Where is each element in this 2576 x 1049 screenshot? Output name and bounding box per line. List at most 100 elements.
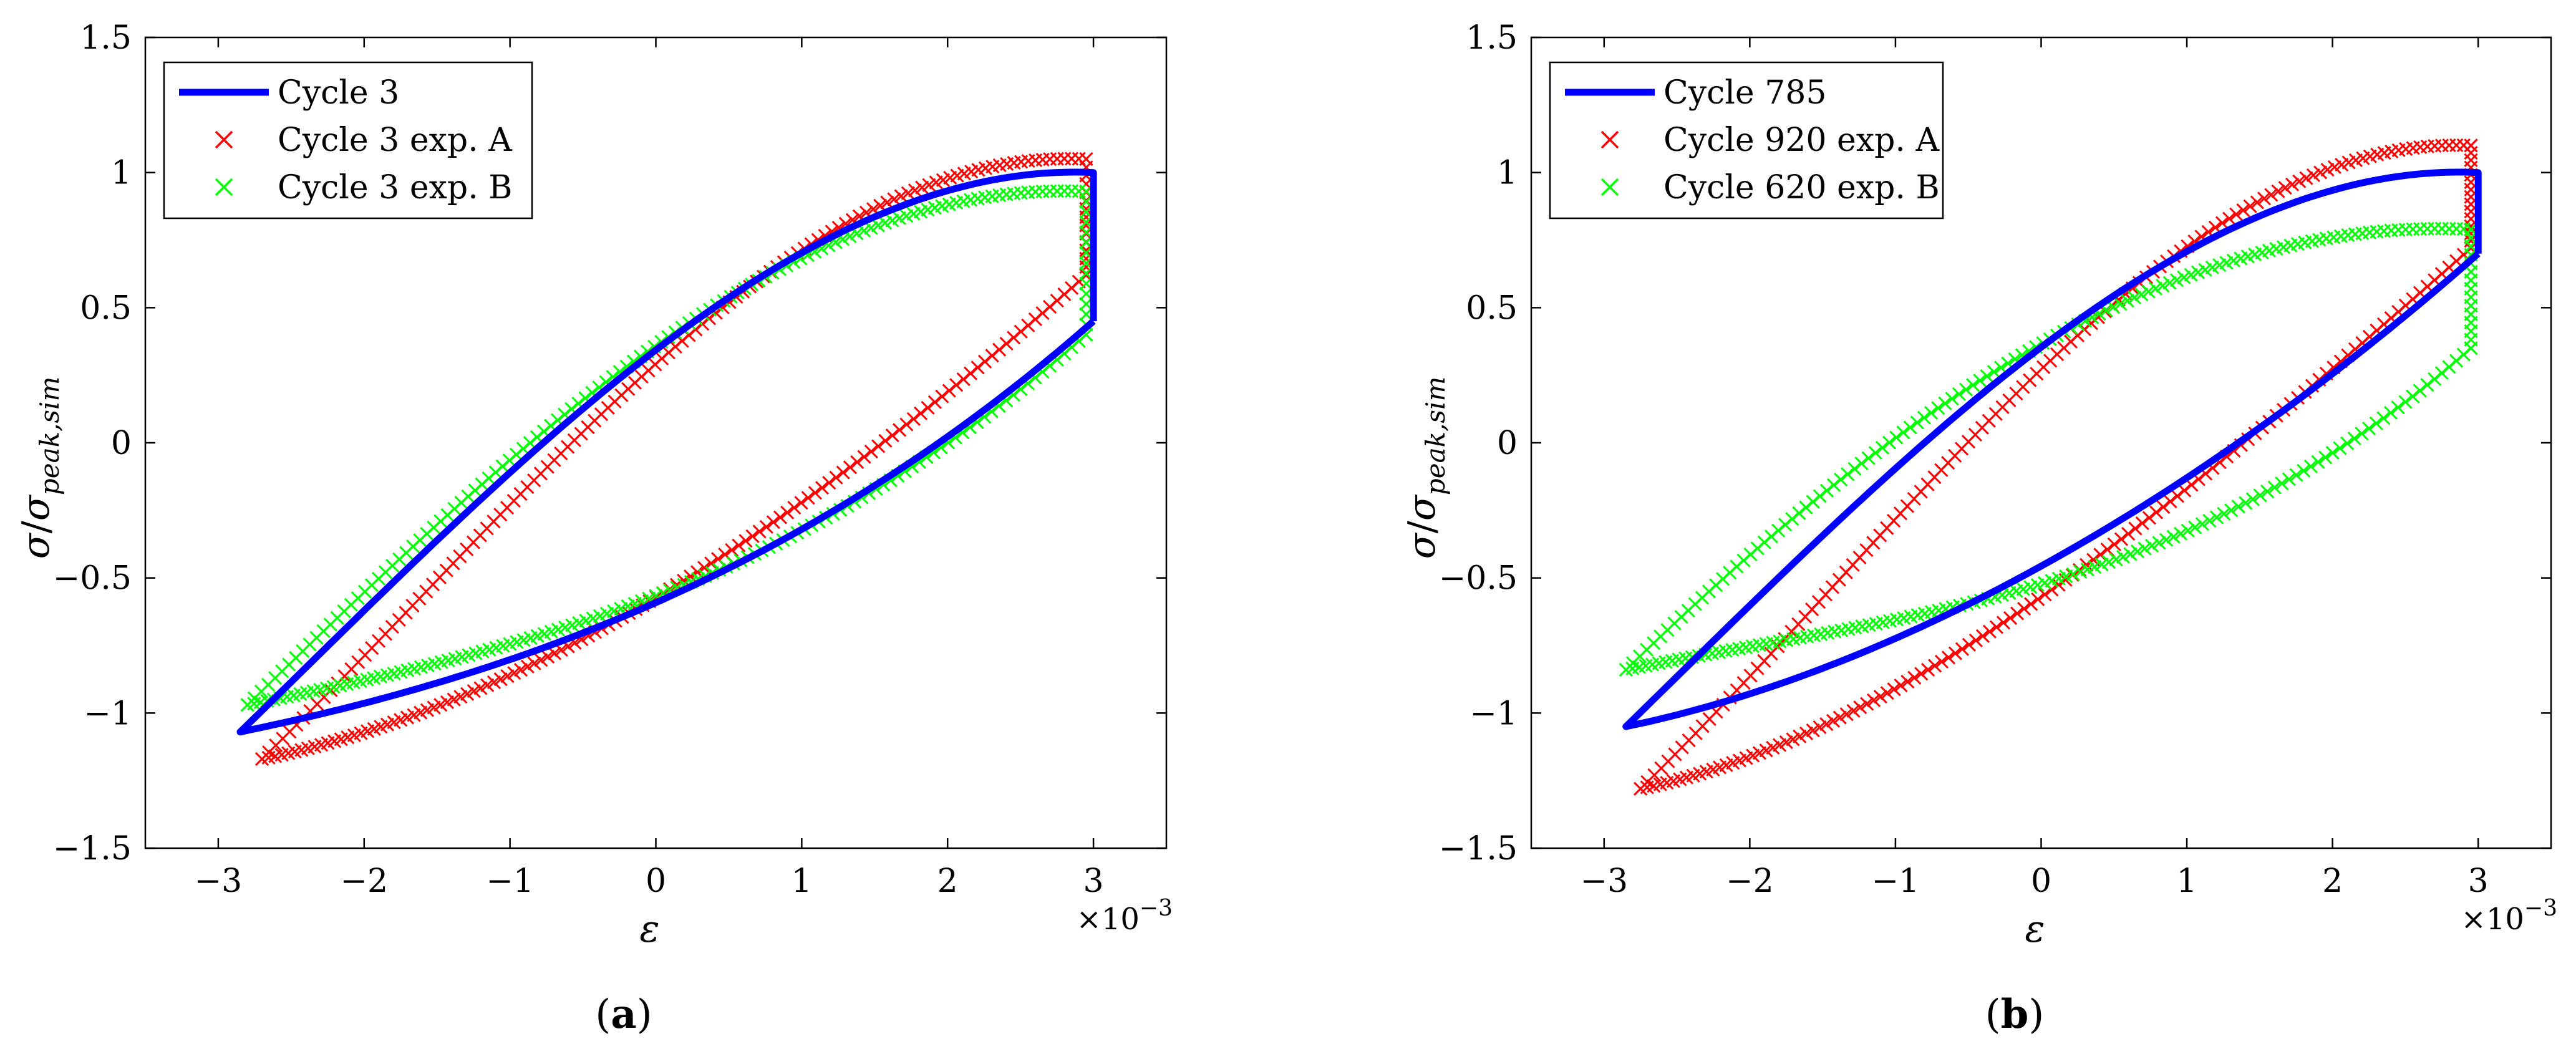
data-point bbox=[893, 423, 907, 437]
data-point bbox=[2303, 459, 2318, 473]
legend: Cycle 785 Cycle 920 exp. A Cycle 620 exp. … bbox=[1549, 61, 1944, 220]
x-tick-label: 1 bbox=[792, 863, 812, 900]
data-point bbox=[1847, 462, 1862, 476]
y-tick-label: 1.5 bbox=[1466, 19, 1518, 57]
legend-label: Cycle 620 exp. B bbox=[1663, 169, 1940, 206]
data-point bbox=[1921, 662, 1935, 677]
x-tick-label: 3 bbox=[2468, 863, 2489, 900]
data-point bbox=[2209, 510, 2224, 524]
data-point bbox=[2362, 421, 2376, 436]
data-point bbox=[1952, 387, 1966, 401]
data-point bbox=[2003, 611, 2018, 626]
data-point bbox=[2243, 199, 2257, 213]
data-point bbox=[1853, 700, 1867, 715]
data-point bbox=[2231, 500, 2245, 514]
data-point bbox=[2292, 174, 2307, 188]
data-point bbox=[2166, 529, 2181, 544]
data-point bbox=[2162, 276, 2177, 290]
data-point bbox=[2413, 384, 2427, 398]
data-point bbox=[1868, 446, 1882, 460]
data-point bbox=[2313, 165, 2328, 180]
data-point bbox=[745, 529, 760, 543]
data-point bbox=[829, 470, 843, 485]
data-point bbox=[901, 186, 915, 200]
data-point bbox=[1966, 378, 1980, 392]
data-point bbox=[2289, 468, 2303, 482]
data-point bbox=[1987, 365, 2001, 379]
data-point bbox=[2318, 450, 2333, 465]
data-point bbox=[2217, 506, 2231, 521]
data-point bbox=[2250, 195, 2264, 210]
data-point bbox=[964, 366, 978, 380]
data-point bbox=[935, 389, 949, 404]
data-point bbox=[2391, 400, 2405, 415]
data-point bbox=[2239, 496, 2253, 510]
data-point bbox=[1860, 697, 1874, 711]
data-point bbox=[1841, 467, 1855, 481]
data-point bbox=[1980, 369, 1994, 384]
data-point bbox=[2127, 291, 2142, 305]
data-point bbox=[2010, 606, 2025, 621]
x-tick-label: 3 bbox=[1083, 863, 1104, 900]
data-point bbox=[1968, 633, 1983, 647]
data-point bbox=[843, 460, 858, 475]
data-point bbox=[1826, 478, 1841, 492]
data-point bbox=[2156, 278, 2170, 293]
data-point bbox=[1050, 184, 1064, 198]
x-tick-label: 0 bbox=[646, 863, 666, 900]
data-point bbox=[2340, 436, 2355, 450]
legend-label: Cycle 3 bbox=[278, 74, 399, 112]
data-point bbox=[914, 406, 928, 420]
data-point bbox=[794, 496, 808, 510]
data-point bbox=[2285, 177, 2300, 191]
data-point bbox=[2156, 500, 2171, 514]
data-point bbox=[908, 183, 922, 198]
data-point bbox=[2297, 463, 2311, 478]
data-point bbox=[2121, 526, 2136, 541]
data-point bbox=[2109, 552, 2123, 567]
data-point bbox=[2320, 163, 2335, 177]
data-point bbox=[2464, 153, 2478, 167]
data-point bbox=[2222, 211, 2237, 226]
data-point bbox=[2376, 411, 2391, 425]
x-tick-label: −2 bbox=[1726, 863, 1774, 900]
data-point bbox=[2170, 489, 2184, 503]
data-point bbox=[2138, 541, 2152, 556]
data-point bbox=[1896, 425, 1910, 440]
x-axis-label: ε bbox=[639, 907, 659, 951]
data-point bbox=[1996, 616, 2011, 630]
data-point bbox=[1873, 689, 1887, 704]
series-line-0 bbox=[1622, 168, 2482, 730]
data-point bbox=[887, 192, 901, 206]
data-point bbox=[885, 428, 899, 443]
data-point bbox=[2267, 480, 2282, 495]
y-tick-label: −0.5 bbox=[53, 560, 132, 597]
x-tick-label: 1 bbox=[2177, 863, 2197, 900]
data-point bbox=[921, 400, 935, 415]
data-point bbox=[1875, 440, 1890, 455]
data-point bbox=[2130, 544, 2145, 559]
data-point bbox=[899, 417, 914, 432]
data-point bbox=[787, 500, 801, 515]
data-point bbox=[1889, 430, 1904, 445]
data-point bbox=[541, 649, 555, 664]
data-point bbox=[1819, 717, 1834, 732]
data-point bbox=[2282, 472, 2297, 486]
data-point bbox=[2257, 191, 2272, 206]
data-point bbox=[2333, 441, 2347, 455]
data-point bbox=[2163, 495, 2177, 509]
data-point bbox=[2114, 532, 2129, 546]
panel-a: −3 −2 −1 0 1 2 3 −1.5 −1 −0.5 0 0.5 1 1.5 ×10−3 ε σ/σpea… bbox=[14, 19, 1173, 951]
plot-area bbox=[236, 152, 1097, 766]
data-point bbox=[732, 538, 746, 553]
data-point bbox=[1806, 723, 1820, 738]
y-tick-label: 1 bbox=[111, 155, 132, 192]
x-tick-label: −3 bbox=[1580, 863, 1628, 900]
data-point bbox=[1924, 405, 1939, 420]
data-point bbox=[2464, 146, 2478, 160]
data-point bbox=[2260, 484, 2275, 499]
data-point bbox=[2325, 445, 2340, 460]
y-axis-label: σ/σpeak,sim bbox=[14, 377, 65, 559]
data-point bbox=[752, 524, 767, 539]
data-point bbox=[1813, 720, 1827, 735]
